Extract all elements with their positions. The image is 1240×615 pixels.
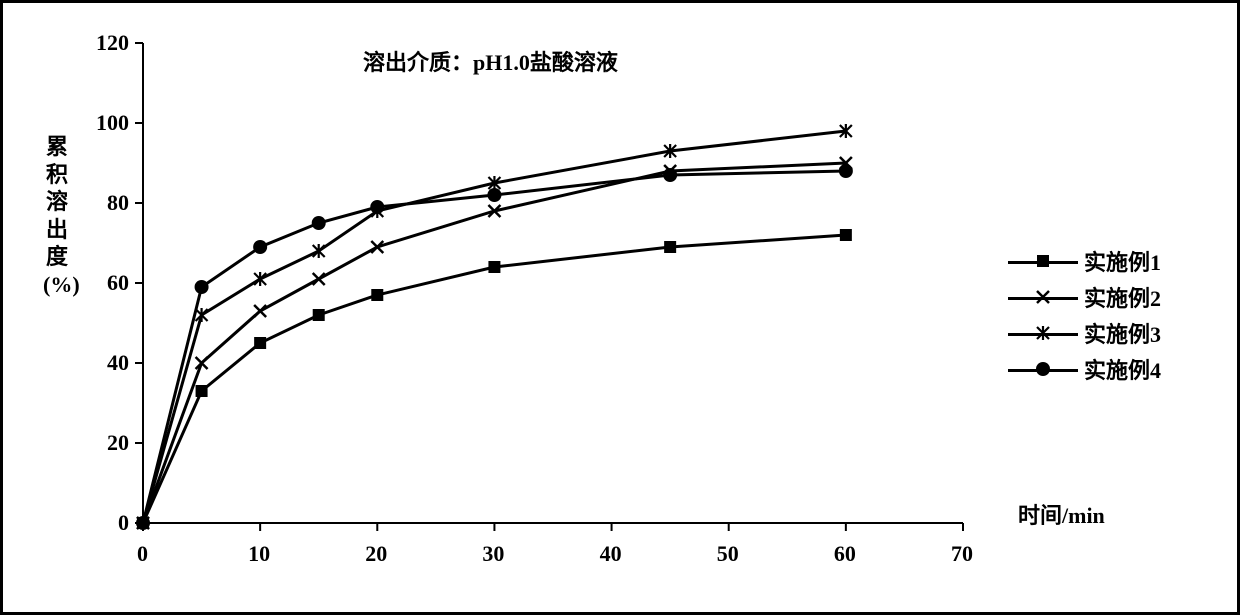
x-tick-label: 0 bbox=[137, 541, 148, 567]
legend-label: 实施例3 bbox=[1084, 317, 1161, 349]
legend-item: 实施例4 bbox=[1008, 351, 1161, 387]
legend-label: 实施例2 bbox=[1084, 281, 1161, 313]
legend: 实施例1 实施例2 实施例3 实施例4 bbox=[1008, 243, 1161, 387]
x-tick-label: 70 bbox=[951, 541, 973, 567]
y-tick-label: 0 bbox=[118, 510, 129, 536]
y-tick-label: 40 bbox=[107, 350, 129, 376]
legend-swatch bbox=[1008, 285, 1078, 309]
legend-swatch bbox=[1008, 321, 1078, 345]
legend-label: 实施例4 bbox=[1084, 353, 1161, 385]
x-tick-label: 30 bbox=[482, 541, 504, 567]
chart-frame: 溶出介质：pH1.0盐酸溶液 累积溶出度(%) 时间/min 0 20 40 60 80… bbox=[0, 0, 1240, 615]
x-tick-label: 10 bbox=[248, 541, 270, 567]
x-tick-label: 20 bbox=[365, 541, 387, 567]
y-tick-label: 80 bbox=[107, 190, 129, 216]
x-tick-label: 50 bbox=[717, 541, 739, 567]
legend-label: 实施例1 bbox=[1084, 245, 1161, 277]
legend-swatch bbox=[1008, 357, 1078, 381]
x-tick-label: 60 bbox=[834, 541, 856, 567]
y-axis-title: 累积溶出度(%) bbox=[43, 133, 71, 298]
legend-item: 实施例3 bbox=[1008, 315, 1161, 351]
y-tick-label: 20 bbox=[107, 430, 129, 456]
y-tick-label: 100 bbox=[96, 110, 129, 136]
y-tick-label: 120 bbox=[96, 30, 129, 56]
x-tick-label: 40 bbox=[600, 541, 622, 567]
y-tick-label: 60 bbox=[107, 270, 129, 296]
chart-annotation: 溶出介质：pH1.0盐酸溶液 bbox=[363, 45, 618, 77]
legend-item: 实施例2 bbox=[1008, 279, 1161, 315]
legend-item: 实施例1 bbox=[1008, 243, 1161, 279]
legend-swatch bbox=[1008, 249, 1078, 273]
x-axis-title: 时间/min bbox=[1018, 498, 1105, 530]
